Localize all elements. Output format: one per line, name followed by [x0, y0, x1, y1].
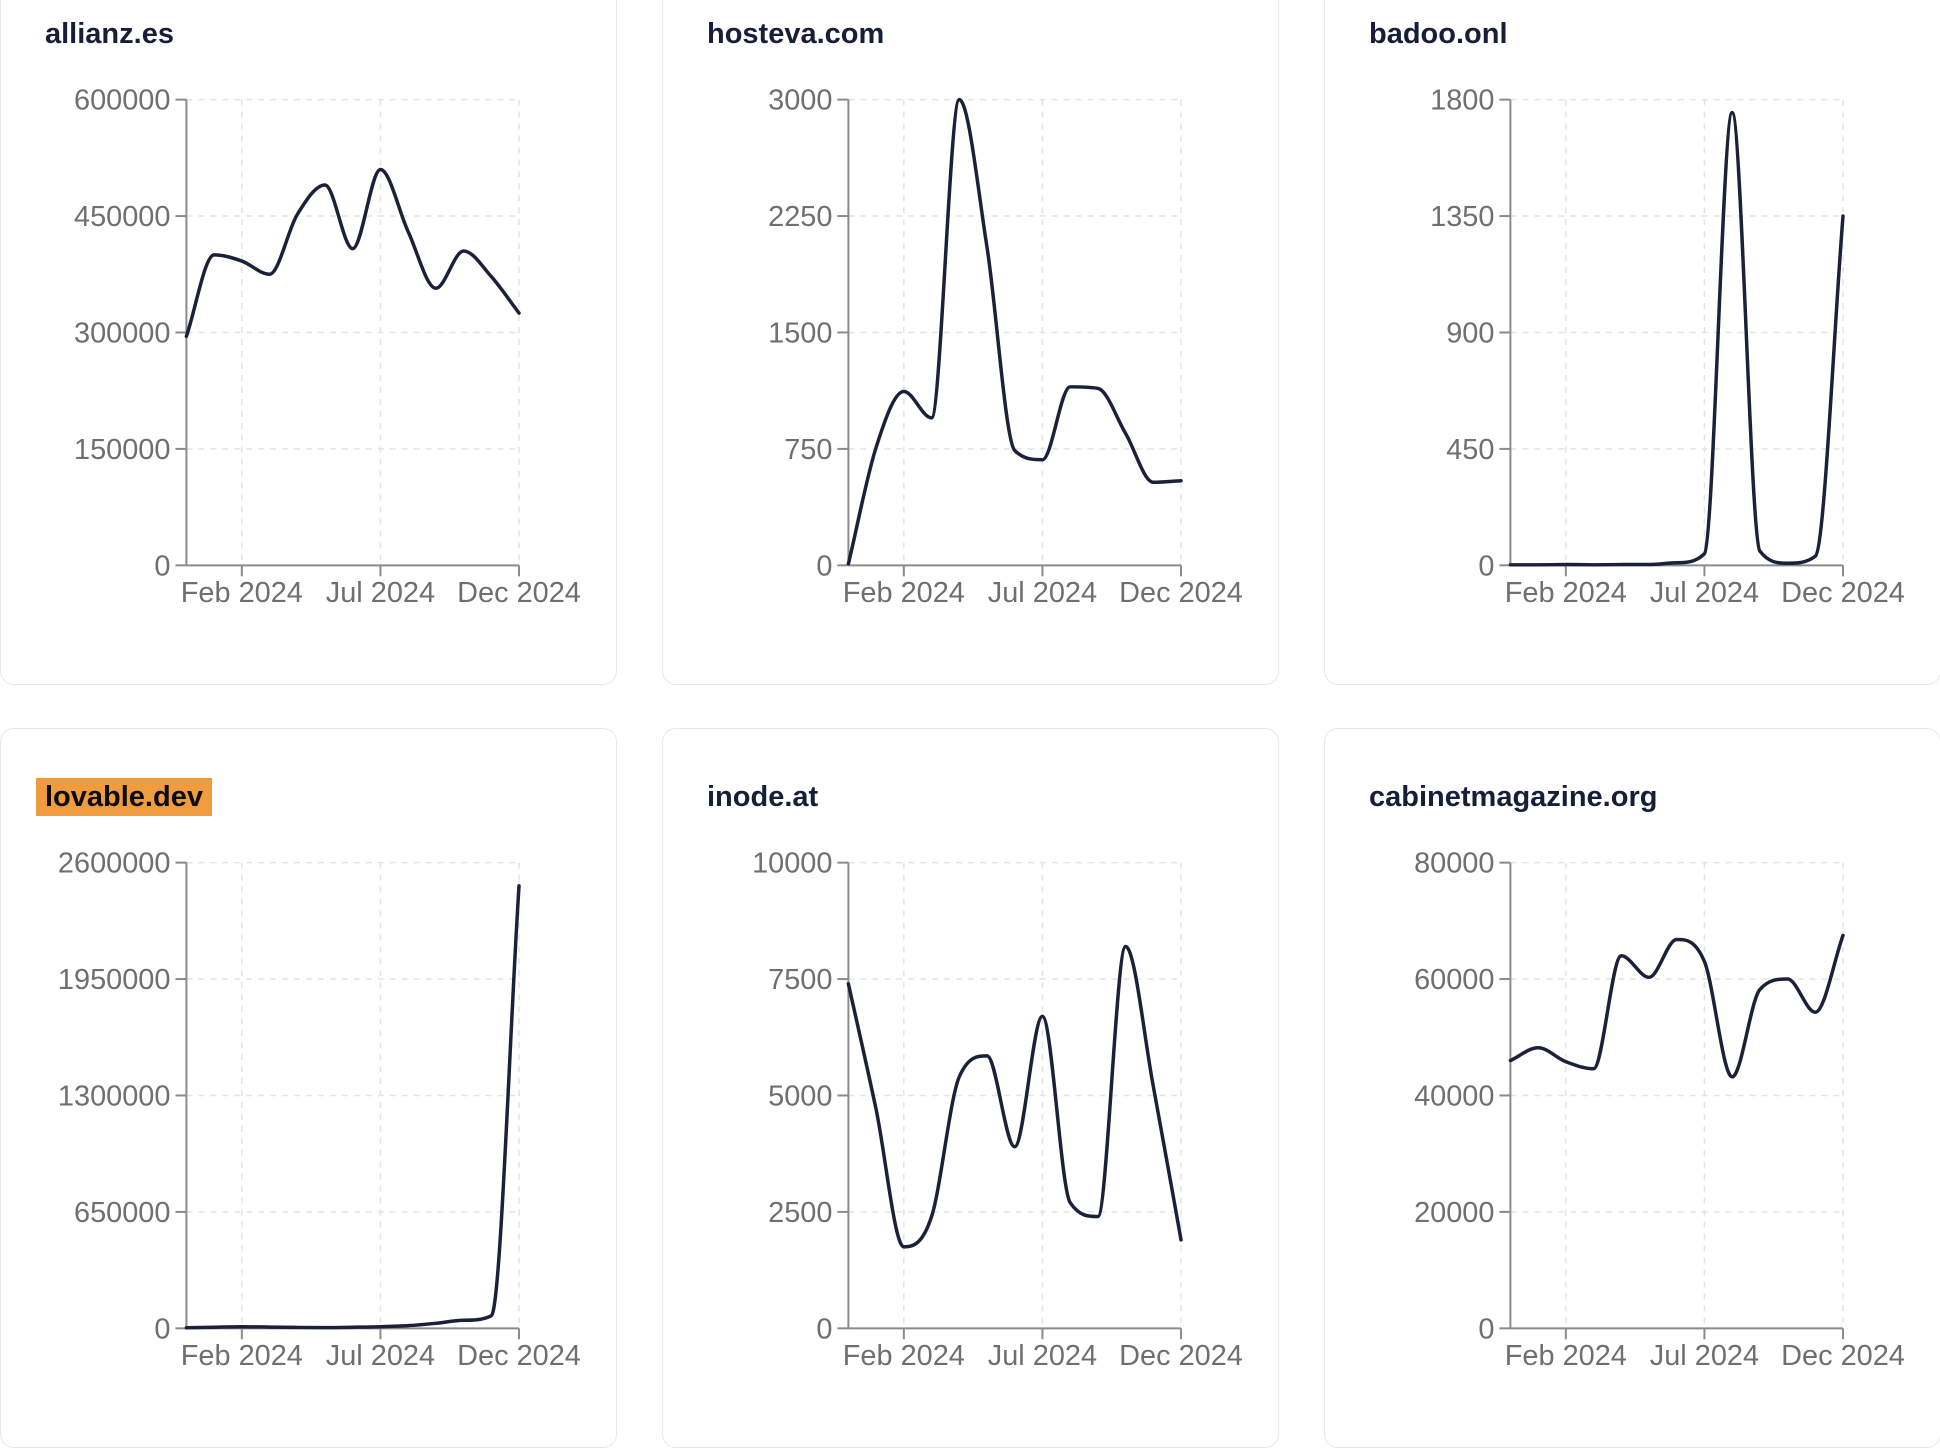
x-tick-label: Feb 2024	[843, 1340, 965, 1372]
card-title-row: badoo.onl	[1369, 15, 1508, 53]
x-tick-label: Jul 2024	[326, 577, 435, 609]
y-tick-label: 300000	[74, 317, 170, 349]
y-tick-label: 900	[1446, 317, 1494, 349]
x-tick-label: Jul 2024	[988, 1340, 1097, 1372]
y-tick-label: 0	[1478, 550, 1494, 582]
line-chart: 0 20000 40000 60000 80000 Feb 2024 Jul 2024 Dec…	[1414, 848, 1905, 1373]
domain-card: lovable.dev 0 650000 1300000 1950000 2600000…	[0, 728, 617, 1448]
y-tick-label: 10000	[752, 848, 832, 880]
line-chart: 0 150000 300000 450000 600000 Feb 2024 Jul 202…	[74, 85, 581, 610]
x-tick-label: Feb 2024	[181, 577, 303, 609]
y-tick-label: 60000	[1414, 964, 1494, 996]
card-title: cabinetmagazine.org	[1369, 781, 1658, 813]
x-tick-label: Dec 2024	[457, 577, 581, 609]
y-tick-label: 5000	[768, 1080, 832, 1112]
domain-card: badoo.onl 0 450 900 1350 1800 Feb 2024 Jul 202…	[1324, 0, 1940, 685]
y-tick-label: 2600000	[58, 848, 171, 880]
line-chart: 0 650000 1300000 1950000 2600000 Feb 2024 Jul …	[58, 848, 581, 1373]
series-line	[184, 884, 521, 1330]
domain-card: inode.at 0 2500 5000 7500 10000 Feb 2024 Jul 2…	[662, 728, 1279, 1448]
line-chart: 0 750 1500 2250 3000 Feb 2024 Jul 2024 Dec 2024	[768, 85, 1243, 610]
y-tick-label: 2500	[768, 1197, 832, 1229]
y-tick-label: 3000	[768, 85, 832, 117]
series-line	[184, 167, 521, 339]
y-tick-label: 1300000	[58, 1080, 171, 1112]
card-title: hosteva.com	[707, 18, 885, 50]
x-tick-label: Feb 2024	[181, 1340, 303, 1372]
card-title-row: hosteva.com	[707, 15, 884, 53]
x-tick-label: Jul 2024	[1650, 1340, 1759, 1372]
x-tick-label: Feb 2024	[1505, 1340, 1627, 1372]
x-tick-label: Jul 2024	[1650, 577, 1759, 609]
y-tick-label: 40000	[1414, 1080, 1494, 1112]
card-title-row: lovable.dev	[36, 778, 212, 816]
x-tick-label: Feb 2024	[1505, 577, 1627, 609]
y-tick-label: 0	[816, 550, 832, 582]
series-line	[1508, 110, 1845, 567]
y-tick-label: 1800	[1430, 85, 1494, 117]
y-tick-label: 0	[1478, 1313, 1494, 1345]
card-title: allianz.es	[45, 18, 174, 50]
y-tick-label: 600000	[74, 85, 170, 117]
y-tick-label: 2250	[768, 201, 832, 233]
line-chart: 0 450 900 1350 1800 Feb 2024 Jul 2024 Dec 2024	[1430, 85, 1905, 610]
y-tick-label: 7500	[768, 964, 832, 996]
card-title-row: cabinetmagazine.org	[1369, 778, 1657, 816]
line-chart: 0 2500 5000 7500 10000 Feb 2024 Jul 2024 Dec 20…	[752, 848, 1243, 1373]
y-tick-label: 1500	[768, 317, 832, 349]
y-tick-label: 450000	[74, 201, 170, 233]
x-tick-label: Feb 2024	[843, 577, 965, 609]
domain-card: hosteva.com 0 750 1500 2250 3000 Feb 2024 Jul …	[662, 0, 1279, 685]
x-tick-label: Dec 2024	[1781, 577, 1905, 609]
y-tick-label: 20000	[1414, 1197, 1494, 1229]
y-tick-label: 0	[154, 550, 170, 582]
x-tick-label: Jul 2024	[326, 1340, 435, 1372]
y-tick-label: 450	[1446, 434, 1494, 466]
y-tick-label: 750	[784, 434, 832, 466]
card-title-row: allianz.es	[45, 15, 174, 53]
y-tick-label: 1350	[1430, 201, 1494, 233]
series-line	[846, 944, 1183, 1249]
x-tick-label: Dec 2024	[1781, 1340, 1905, 1372]
card-title: lovable.dev	[36, 778, 212, 816]
card-title: badoo.onl	[1369, 18, 1508, 50]
x-tick-label: Dec 2024	[1119, 577, 1243, 609]
x-tick-label: Dec 2024	[457, 1340, 581, 1372]
y-tick-label: 650000	[74, 1197, 170, 1229]
y-tick-label: 80000	[1414, 848, 1494, 880]
card-title: inode.at	[707, 781, 819, 813]
y-tick-label: 1950000	[58, 964, 171, 996]
y-tick-label: 0	[816, 1313, 832, 1345]
series-line	[846, 97, 1183, 566]
x-tick-label: Dec 2024	[1119, 1340, 1243, 1372]
y-tick-label: 150000	[74, 434, 170, 466]
domain-card: cabinetmagazine.org 0 20000 40000 60000 8000…	[1324, 728, 1940, 1448]
y-tick-label: 0	[154, 1313, 170, 1345]
x-tick-label: Jul 2024	[988, 577, 1097, 609]
domain-card: allianz.es 0 150000 300000 450000 600000 Feb …	[0, 0, 617, 685]
card-title-row: inode.at	[707, 778, 818, 816]
series-line	[1508, 933, 1845, 1079]
